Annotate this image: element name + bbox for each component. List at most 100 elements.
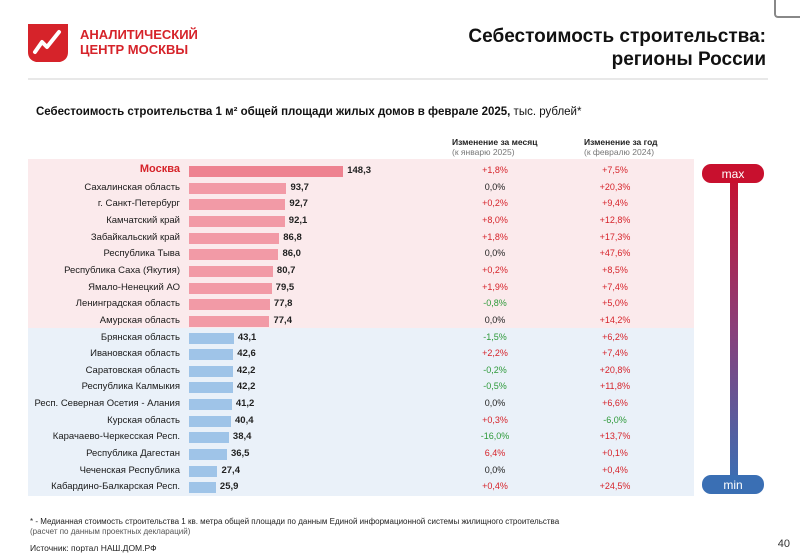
bar: [189, 199, 286, 211]
bar-value-label: 92,7: [289, 198, 308, 210]
bar: [189, 182, 287, 194]
month-change: +0,2%: [482, 264, 508, 275]
bar-value-label: 36,5: [230, 448, 250, 460]
bar: [189, 232, 280, 244]
bar-value-label: 80,7: [276, 264, 296, 276]
region-name: г. Санкт-Петербург: [97, 198, 180, 210]
table-row: Республика Тыва 86,0 0,0% +47,6%: [0, 246, 800, 262]
bar-value-label: 148,3: [347, 165, 371, 176]
source-note: Источник: портал НАШ.ДОМ.РФ: [30, 543, 157, 553]
month-change: 0,0%: [484, 464, 506, 475]
table-row: Ленинградская область 77,8 -0,8% +5,0%: [0, 296, 800, 312]
bar-value-label: 41,2: [235, 398, 255, 410]
bar: [189, 215, 285, 227]
region-name: Карачаево-Черкесская Респ.: [52, 431, 180, 443]
bar: [189, 382, 233, 394]
table-row: Чеченская Республика 27,4 0,0% +0,4%: [0, 463, 800, 479]
bar-value-label: 92,1: [288, 214, 308, 226]
year-change: +7,5%: [602, 165, 628, 175]
region-name: Респ. Северная Осетия - Алания: [34, 398, 180, 410]
footnote-line2: (расчет по данным проектных деклараций): [30, 527, 191, 536]
month-change: 0,0%: [484, 314, 506, 325]
logo-line1: АНАЛИТИЧЕСКИЙ: [80, 27, 198, 42]
bar: [189, 482, 216, 494]
bar: [189, 365, 233, 377]
bar: [189, 449, 227, 461]
year-change: +8,5%: [602, 264, 628, 275]
bar-value-label: 42,2: [236, 381, 256, 393]
bar-value-label: 42,2: [236, 364, 256, 376]
logo-text: АНАЛИТИЧЕСКИЙ ЦЕНТР МОСКВЫ: [80, 27, 198, 57]
year-change: +6,2%: [602, 331, 628, 342]
bottom-regions-band: [28, 328, 694, 496]
month-change: -0,2%: [483, 364, 507, 375]
month-change: +1,8%: [482, 231, 508, 242]
bar: [189, 249, 279, 261]
bar-value-label: 40,4: [235, 414, 254, 426]
bar: [189, 432, 229, 444]
chart-subtitle: Себестоимость строительства 1 м² общей п…: [36, 106, 581, 118]
bar: [189, 265, 273, 277]
month-change: +0,3%: [482, 414, 508, 425]
year-change: +12,8%: [599, 214, 631, 225]
subtitle-bold: Себестоимость строительства 1 м² общей п…: [36, 106, 511, 118]
month-change: +8,0%: [482, 214, 508, 225]
month-header-sub: (к январю 2025): [452, 147, 515, 157]
max-label: max: [722, 167, 745, 181]
region-name: Брянская область: [100, 331, 180, 343]
region-name: Амурская область: [99, 314, 180, 326]
corner-fold-icon[interactable]: [774, 0, 800, 18]
page-number: 40: [777, 538, 790, 550]
bar: [189, 332, 234, 344]
bar-value-label: 86,0: [282, 248, 301, 260]
table-row: Сахалинская область 93,7 0,0% +20,3%: [0, 180, 800, 196]
table-row: Карачаево-Черкесская Респ. 38,4 -16,0% +13,…: [0, 429, 800, 445]
table-row: Ямало-Ненецкий АО 79,5 +1,9% +7,4%: [0, 280, 800, 296]
year-change: -6,0%: [603, 414, 627, 425]
year-change: +7,4%: [602, 281, 628, 292]
year-change: +24,5%: [599, 481, 631, 492]
region-name: Забайкальский край: [90, 231, 180, 243]
subtitle-unit: тыс. рублей*: [510, 106, 582, 118]
month-change: -0,8%: [483, 298, 507, 309]
max-min-scale: max min: [702, 164, 764, 494]
year-header-sub: (к февралю 2024): [584, 147, 655, 157]
table-row: Забайкальский край 86,8 +1,8% +17,3%: [0, 230, 800, 246]
bar-value-label: 93,7: [290, 181, 309, 193]
table-row: Кабардино-Балкарская Респ. 25,9 +0,4% +24,5…: [0, 479, 800, 495]
bar: [189, 415, 232, 427]
bar-value-label: 25,9: [219, 481, 239, 493]
year-change: +0,1%: [602, 448, 628, 459]
region-name: Ивановская область: [90, 348, 180, 360]
title-line1: Себестоимость строительства:: [468, 26, 766, 47]
min-label: min: [723, 478, 742, 492]
year-change: +47,6%: [599, 248, 631, 259]
month-change: 0,0%: [484, 181, 506, 192]
table-row: Ивановская область 42,6 +2,2% +7,4%: [0, 346, 800, 362]
year-change: +17,3%: [599, 231, 631, 242]
bar-value-label: 27,4: [221, 464, 240, 476]
table-row: Амурская область 77,4 0,0% +14,2%: [0, 313, 800, 329]
year-change: +7,4%: [602, 348, 628, 359]
table-row: г. Санкт-Петербург 92,7 +0,2% +9,4%: [0, 196, 800, 212]
table-row: Курская область 40,4 +0,3% -6,0%: [0, 413, 800, 429]
year-change: +20,3%: [599, 181, 631, 192]
month-change: 6,4%: [484, 448, 506, 459]
year-change: +6,6%: [602, 398, 628, 409]
month-change: -1,5%: [483, 331, 507, 342]
region-name: Курская область: [107, 414, 180, 426]
table-row: Брянская область 43,1 -1,5% +6,2%: [0, 330, 800, 346]
bar-value-label: 38,4: [232, 431, 252, 443]
month-change: -16,0%: [480, 431, 510, 442]
header-divider: [28, 78, 768, 80]
bar-value-label: 77,4: [273, 314, 292, 326]
year-change: +11,8%: [599, 381, 631, 392]
region-name: Республика Тыва: [103, 248, 180, 260]
bar: [189, 166, 344, 177]
year-change: +5,0%: [602, 298, 628, 309]
region-name: Республика Калмыкия: [81, 381, 180, 393]
month-change: +0,2%: [482, 198, 508, 209]
footnote-line1: * - Медианная стоимость строительства 1 …: [30, 517, 560, 526]
column-header-year: Изменение за год (к февралю 2024): [584, 137, 658, 157]
bar-value-label: 79,5: [275, 281, 295, 293]
